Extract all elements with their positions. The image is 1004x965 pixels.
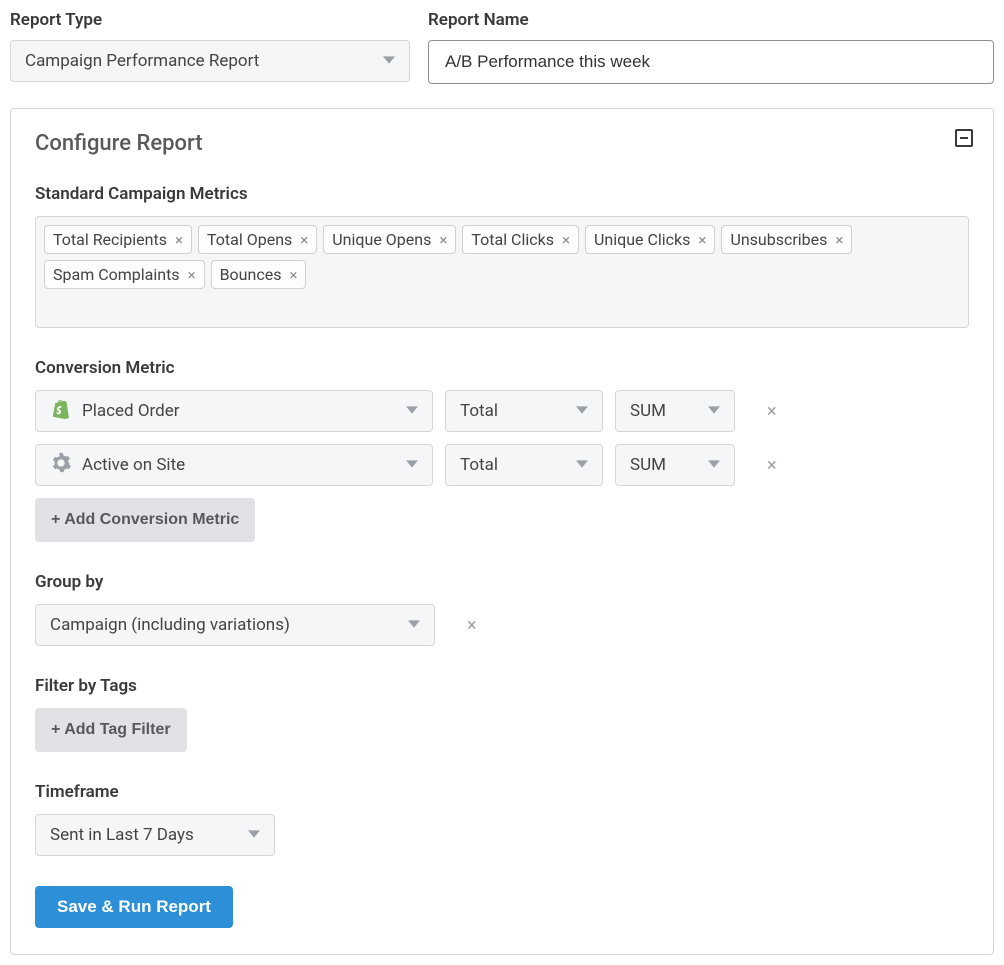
chevron-down-icon bbox=[576, 401, 588, 421]
metric-tag[interactable]: Unique Clicks × bbox=[585, 225, 715, 254]
configure-report-panel: Configure Report Standard Campaign Metri… bbox=[10, 108, 994, 955]
timeframe-select[interactable]: Sent in Last 7 Days bbox=[35, 814, 275, 856]
remove-groupby-icon[interactable]: × bbox=[461, 615, 483, 636]
conversion-metric-select[interactable]: Active on Site bbox=[35, 444, 433, 486]
conversion-agg1-value: Total bbox=[460, 455, 498, 475]
metric-tag-label: Total Recipients bbox=[53, 230, 167, 249]
chevron-down-icon bbox=[406, 455, 418, 475]
remove-tag-icon[interactable]: × bbox=[835, 231, 843, 249]
metric-tag[interactable]: Total Recipients × bbox=[44, 225, 192, 254]
metric-tag[interactable]: Unsubscribes × bbox=[721, 225, 852, 254]
metric-tag-label: Bounces bbox=[220, 265, 282, 284]
add-tag-filter-button[interactable]: + Add Tag Filter bbox=[35, 708, 187, 752]
report-name-label: Report Name bbox=[428, 10, 994, 30]
remove-tag-icon[interactable]: × bbox=[698, 231, 706, 249]
conversion-row: Active on Site Total SUM × bbox=[35, 444, 969, 486]
metric-tag[interactable]: Bounces × bbox=[211, 260, 307, 289]
remove-conversion-icon[interactable]: × bbox=[761, 401, 783, 422]
chevron-down-icon bbox=[383, 51, 395, 71]
report-name-input[interactable] bbox=[428, 40, 994, 84]
metrics-tag-well[interactable]: Total Recipients×Total Opens×Unique Open… bbox=[35, 216, 969, 328]
conversion-agg1-select[interactable]: Total bbox=[445, 390, 603, 432]
group-by-select[interactable]: Campaign (including variations) bbox=[35, 604, 435, 646]
remove-tag-icon[interactable]: × bbox=[289, 266, 297, 284]
metric-tag-label: Unsubscribes bbox=[730, 230, 827, 249]
metric-tag-label: Unique Clicks bbox=[594, 230, 690, 249]
chevron-down-icon bbox=[248, 825, 260, 845]
chevron-down-icon bbox=[406, 401, 418, 421]
metric-tag[interactable]: Spam Complaints × bbox=[44, 260, 205, 289]
remove-tag-icon[interactable]: × bbox=[439, 231, 447, 249]
remove-tag-icon[interactable]: × bbox=[562, 231, 570, 249]
metric-tag-label: Total Opens bbox=[207, 230, 292, 249]
add-conversion-metric-button[interactable]: + Add Conversion Metric bbox=[35, 498, 255, 542]
metric-tag-label: Spam Complaints bbox=[53, 265, 180, 284]
metric-tag-label: Unique Opens bbox=[332, 230, 431, 249]
chevron-down-icon bbox=[708, 401, 720, 421]
remove-tag-icon[interactable]: × bbox=[300, 231, 308, 249]
report-type-label: Report Type bbox=[10, 10, 410, 30]
conversion-agg1-select[interactable]: Total bbox=[445, 444, 603, 486]
conversion-agg1-value: Total bbox=[460, 401, 498, 421]
metric-tag-label: Total Clicks bbox=[471, 230, 554, 249]
standard-metrics-label: Standard Campaign Metrics bbox=[35, 184, 969, 204]
collapse-toggle[interactable] bbox=[955, 129, 973, 147]
conversion-agg2-select[interactable]: SUM bbox=[615, 390, 735, 432]
shopify-icon bbox=[50, 398, 82, 425]
metric-tag[interactable]: Total Clicks × bbox=[462, 225, 579, 254]
gear-icon bbox=[50, 452, 82, 479]
remove-tag-icon[interactable]: × bbox=[188, 266, 196, 284]
save-run-report-button[interactable]: Save & Run Report bbox=[35, 886, 233, 928]
group-by-value: Campaign (including variations) bbox=[50, 615, 290, 635]
metric-tag[interactable]: Total Opens × bbox=[198, 225, 317, 254]
remove-tag-icon[interactable]: × bbox=[175, 231, 183, 249]
group-by-label: Group by bbox=[35, 572, 969, 592]
conversion-metric-value: Placed Order bbox=[82, 401, 179, 421]
filter-by-tags-label: Filter by Tags bbox=[35, 676, 969, 696]
timeframe-value: Sent in Last 7 Days bbox=[50, 825, 194, 845]
conversion-metric-value: Active on Site bbox=[82, 455, 185, 475]
conversion-agg2-select[interactable]: SUM bbox=[615, 444, 735, 486]
timeframe-label: Timeframe bbox=[35, 782, 969, 802]
conversion-agg2-value: SUM bbox=[630, 455, 666, 475]
chevron-down-icon bbox=[576, 455, 588, 475]
chevron-down-icon bbox=[408, 615, 420, 635]
report-type-select[interactable]: Campaign Performance Report bbox=[10, 40, 410, 82]
metric-tag[interactable]: Unique Opens × bbox=[323, 225, 456, 254]
conversion-row: Placed Order Total SUM × bbox=[35, 390, 969, 432]
conversion-metric-select[interactable]: Placed Order bbox=[35, 390, 433, 432]
report-type-value: Campaign Performance Report bbox=[25, 51, 259, 71]
conversion-metric-label: Conversion Metric bbox=[35, 358, 969, 378]
chevron-down-icon bbox=[708, 455, 720, 475]
conversion-agg2-value: SUM bbox=[630, 401, 666, 421]
remove-conversion-icon[interactable]: × bbox=[761, 455, 783, 476]
panel-title: Configure Report bbox=[35, 131, 969, 156]
